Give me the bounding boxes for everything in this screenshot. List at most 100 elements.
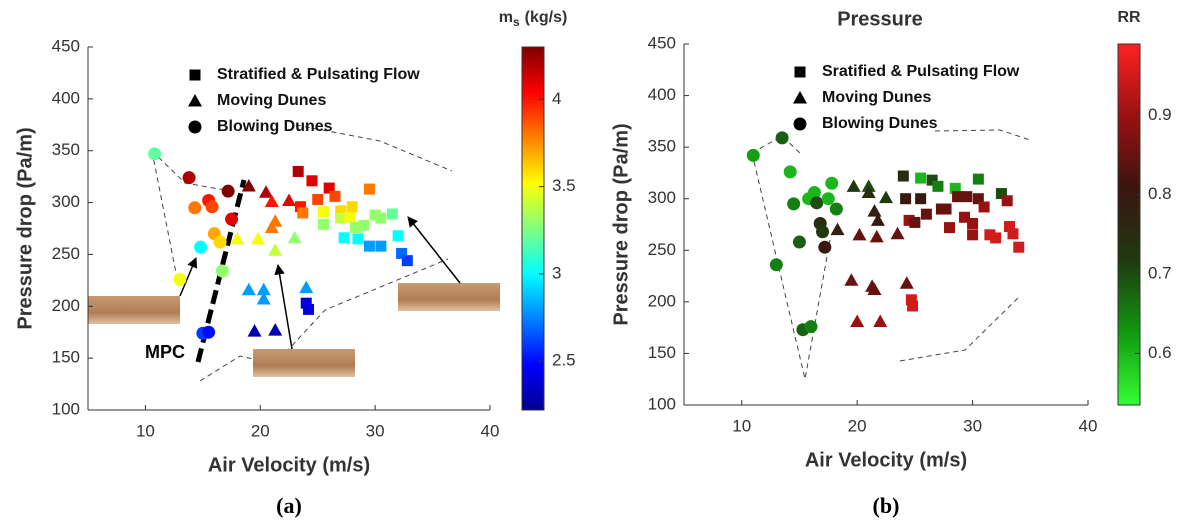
point [396, 247, 408, 259]
point [907, 300, 919, 312]
point [346, 201, 358, 213]
point [915, 172, 927, 184]
point [825, 176, 839, 190]
point [829, 202, 843, 216]
point [972, 193, 984, 205]
point [247, 324, 262, 337]
x-tick-label: 20 [848, 416, 867, 435]
point [990, 232, 1002, 244]
point [338, 232, 350, 244]
point [873, 314, 888, 327]
y-tick-label: 350 [52, 140, 80, 159]
point [850, 314, 865, 327]
envelopes [151, 124, 1031, 382]
y-tick-label: 300 [648, 188, 676, 207]
point [188, 201, 202, 215]
point [952, 191, 964, 203]
point [344, 211, 356, 223]
point [746, 148, 760, 162]
colorbar-label-main: m [499, 9, 513, 26]
point [915, 193, 927, 205]
colorbar-tick-label: 0.7 [1148, 264, 1172, 283]
point [943, 222, 955, 234]
point [804, 320, 818, 334]
point [282, 193, 296, 206]
x-tick-label: 10 [732, 416, 751, 435]
point [810, 196, 824, 210]
point [958, 211, 970, 223]
point [926, 174, 938, 186]
y-tick-label: 250 [648, 240, 676, 259]
legend-label: Moving Dunes [217, 92, 326, 109]
point [358, 219, 370, 231]
point [807, 186, 821, 200]
point [297, 207, 309, 219]
point [972, 173, 984, 185]
point [769, 258, 783, 272]
point [300, 297, 312, 309]
point [375, 212, 387, 224]
x-tick-label: 30 [963, 416, 982, 435]
point [787, 197, 801, 211]
point [775, 131, 789, 145]
point [844, 273, 859, 286]
point [401, 255, 413, 267]
point [230, 231, 245, 245]
point [897, 170, 909, 182]
point [317, 218, 329, 230]
colorbar-tick-label: 2.5 [552, 351, 576, 370]
point [818, 240, 832, 254]
x-axis-label: Air Velocity (m/s) [208, 454, 370, 476]
point [241, 178, 256, 192]
point [317, 206, 329, 218]
y-tick-label: 200 [52, 296, 80, 315]
y-tick-label: 200 [648, 291, 676, 310]
legend-label: Moving Dunes [822, 89, 931, 106]
point [890, 226, 905, 240]
point [241, 282, 256, 296]
legend-label: Stratified & Pulsating Flow [217, 66, 420, 83]
colorbar-tick-label: 0.6 [1148, 343, 1172, 362]
colorbar-tick-label: 0.9 [1148, 105, 1172, 124]
y-tick-label: 350 [648, 137, 676, 156]
colorbar-tick-label: 3.5 [552, 176, 576, 195]
point [821, 192, 835, 206]
point [816, 225, 830, 239]
point [335, 212, 347, 224]
point [869, 229, 884, 243]
point [306, 175, 318, 187]
x-tick-label: 40 [1079, 416, 1098, 435]
y-tick-label: 400 [52, 88, 80, 107]
x-tick-label: 20 [251, 421, 270, 440]
point [363, 240, 375, 252]
point [268, 214, 283, 227]
colorbar-tick-label: 4 [552, 89, 561, 108]
point [1004, 221, 1016, 233]
point [783, 165, 797, 179]
point [268, 243, 283, 256]
y-axis-label: Pressure drop (Pa/m) [14, 127, 36, 329]
colorbar [1117, 43, 1141, 406]
point [259, 185, 274, 198]
annotation: MPC [145, 342, 185, 362]
colorbar-label-unit: (kg/s) [525, 9, 568, 26]
point [386, 208, 398, 220]
point [225, 212, 239, 226]
x-tick-label: 40 [481, 421, 500, 440]
legend-label: Blowing Dunes [217, 118, 333, 135]
y-tick-label: 150 [52, 348, 80, 367]
y-tick-label: 150 [648, 343, 676, 362]
point [256, 292, 271, 305]
point [323, 182, 335, 194]
point [792, 235, 806, 249]
point [375, 240, 387, 252]
point [303, 303, 315, 315]
panel-caption: (b) [873, 493, 900, 518]
point [830, 222, 845, 236]
legend-marker [793, 91, 807, 104]
point [287, 230, 302, 244]
colorbar-label: RR [1117, 9, 1141, 26]
y-tick-label: 450 [648, 33, 676, 52]
colorbar-label-main: RR [1117, 9, 1141, 26]
legend-marker [189, 69, 201, 81]
